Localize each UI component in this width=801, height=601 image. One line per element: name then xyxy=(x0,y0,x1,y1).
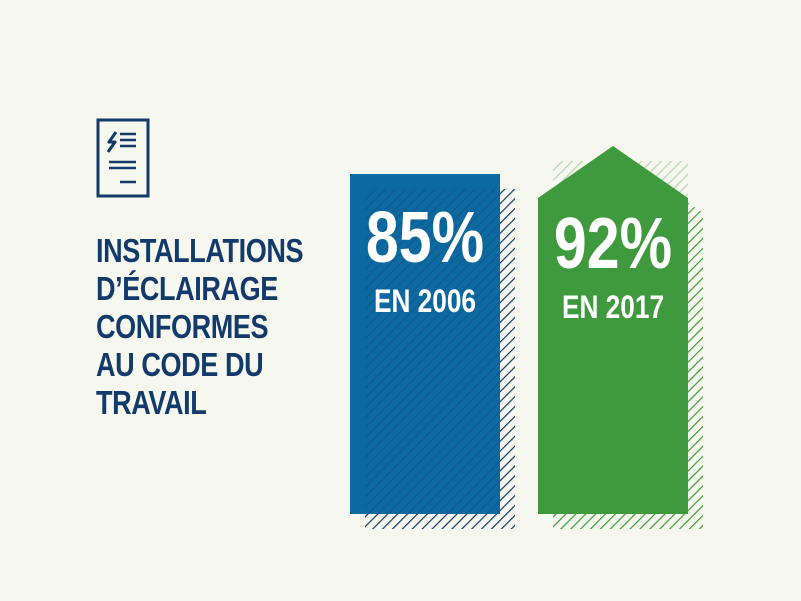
value-label-2: 92% xyxy=(554,202,672,283)
bar-hatch-overlay-1 xyxy=(365,189,500,514)
title-line-2: D’ÉCLAIRAGE xyxy=(96,270,278,307)
title-line-5: TRAVAIL xyxy=(96,384,207,421)
chart-title: INSTALLATIONS D’ÉCLAIRAGE CONFORMES AU C… xyxy=(96,232,304,422)
category-label-1: EN 2006 xyxy=(374,285,476,320)
title-line-3: CONFORMES xyxy=(96,308,269,345)
title-line-4: AU CODE DU xyxy=(96,346,264,383)
bar-hatch-overlay-2 xyxy=(553,161,688,514)
category-label-2: EN 2017 xyxy=(562,291,664,326)
document-lightning-icon xyxy=(96,118,150,198)
title-line-1: INSTALLATIONS xyxy=(96,232,304,269)
value-label-1: 85% xyxy=(366,196,484,277)
